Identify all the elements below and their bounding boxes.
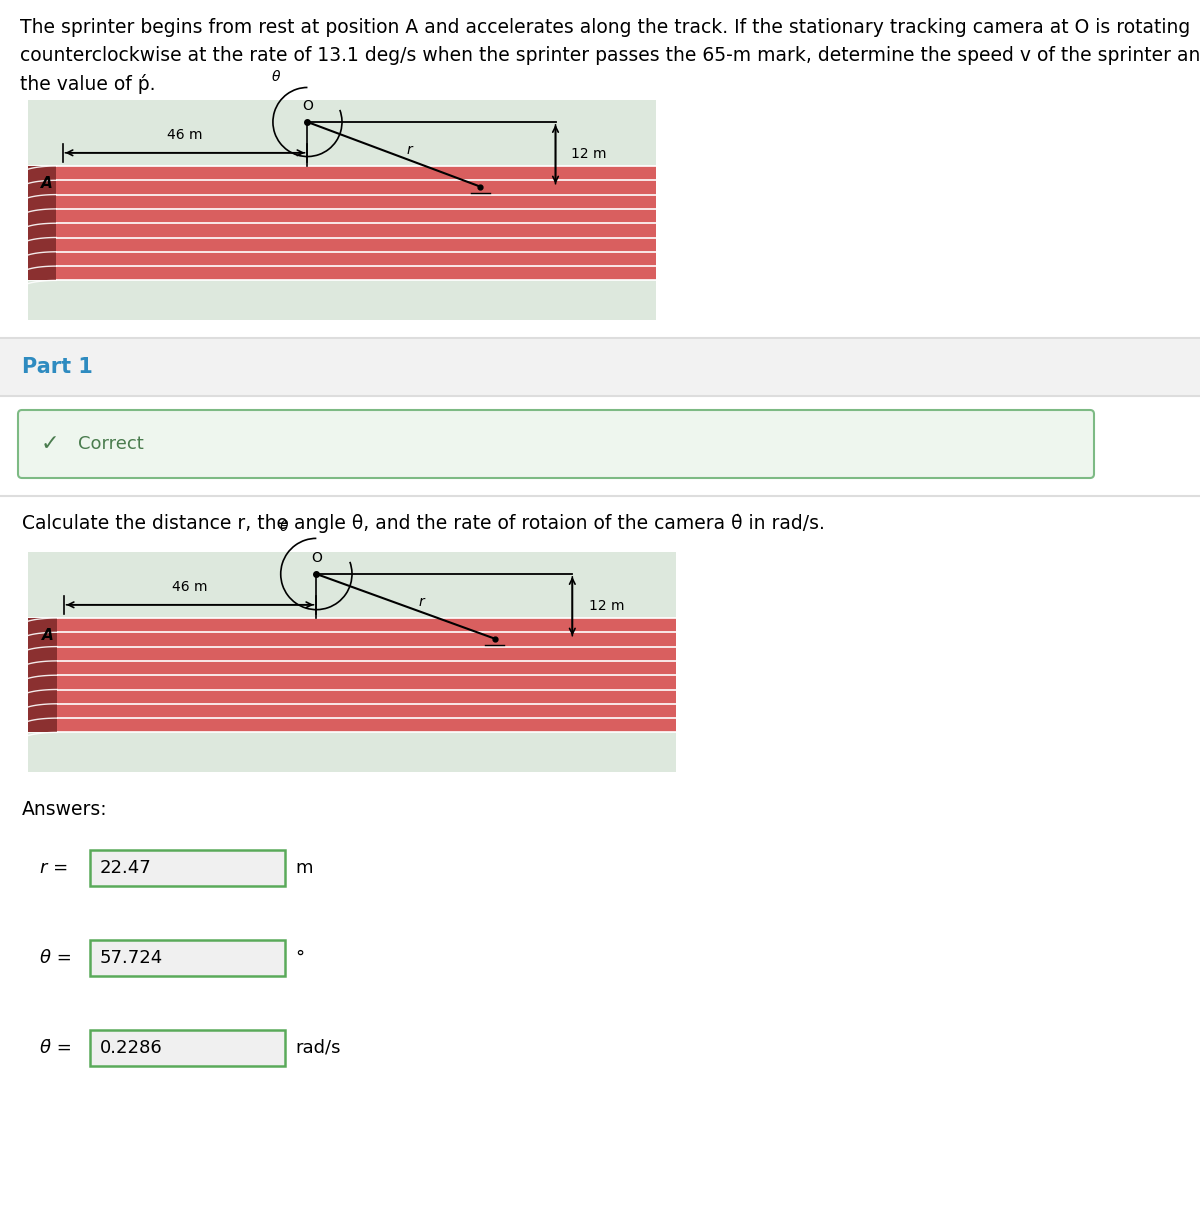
Text: θ̇ =: θ̇ = [40, 1039, 72, 1057]
Text: r: r [407, 143, 413, 157]
Text: 57.724: 57.724 [100, 949, 163, 967]
Text: Correct: Correct [78, 435, 144, 453]
FancyBboxPatch shape [90, 940, 286, 976]
Text: 12 m: 12 m [571, 147, 607, 161]
Bar [28, 552, 676, 772]
FancyBboxPatch shape [18, 410, 1094, 477]
Text: θ =: θ = [40, 949, 72, 967]
FancyBboxPatch shape [90, 1030, 286, 1066]
Text: θ: θ [271, 69, 281, 84]
Bar [28, 280, 656, 320]
Bar [28, 100, 656, 320]
Text: ✓: ✓ [41, 434, 59, 454]
Text: O: O [302, 99, 313, 113]
Text: r =: r = [40, 859, 68, 877]
Text: rad/s: rad/s [295, 1039, 341, 1057]
Text: 46 m: 46 m [167, 128, 203, 141]
Text: 22.47: 22.47 [100, 859, 151, 877]
Bar [28, 732, 676, 772]
Bar [28, 618, 58, 732]
Text: A: A [41, 175, 53, 191]
Text: the value of ṕ.: the value of ṕ. [20, 74, 156, 94]
Text: m: m [295, 859, 312, 877]
Text: θ: θ [280, 520, 288, 535]
Text: 0.2286: 0.2286 [100, 1039, 163, 1057]
Text: Calculate the distance r, the angle θ, and the rate of rotaion of the camera θ̇ : Calculate the distance r, the angle θ, a… [22, 514, 824, 533]
Text: The sprinter begins from rest at position A and accelerates along the track. If : The sprinter begins from rest at positio… [20, 18, 1190, 37]
Bar [28, 618, 676, 732]
FancyBboxPatch shape [90, 850, 286, 885]
Text: counterclockwise at the rate of 13.1 deg/s when the sprinter passes the 65-m mar: counterclockwise at the rate of 13.1 deg… [20, 46, 1200, 65]
Text: O: O [311, 552, 322, 565]
Text: Part 1: Part 1 [22, 357, 92, 378]
Bar [28, 166, 56, 280]
Text: °: ° [295, 949, 304, 967]
Text: A: A [42, 627, 53, 643]
Text: 46 m: 46 m [173, 580, 208, 594]
Text: r: r [419, 594, 425, 609]
Text: Answers:: Answers: [22, 800, 108, 818]
Bar [0, 339, 1200, 396]
Text: 12 m: 12 m [588, 599, 624, 614]
Bar [28, 166, 656, 280]
